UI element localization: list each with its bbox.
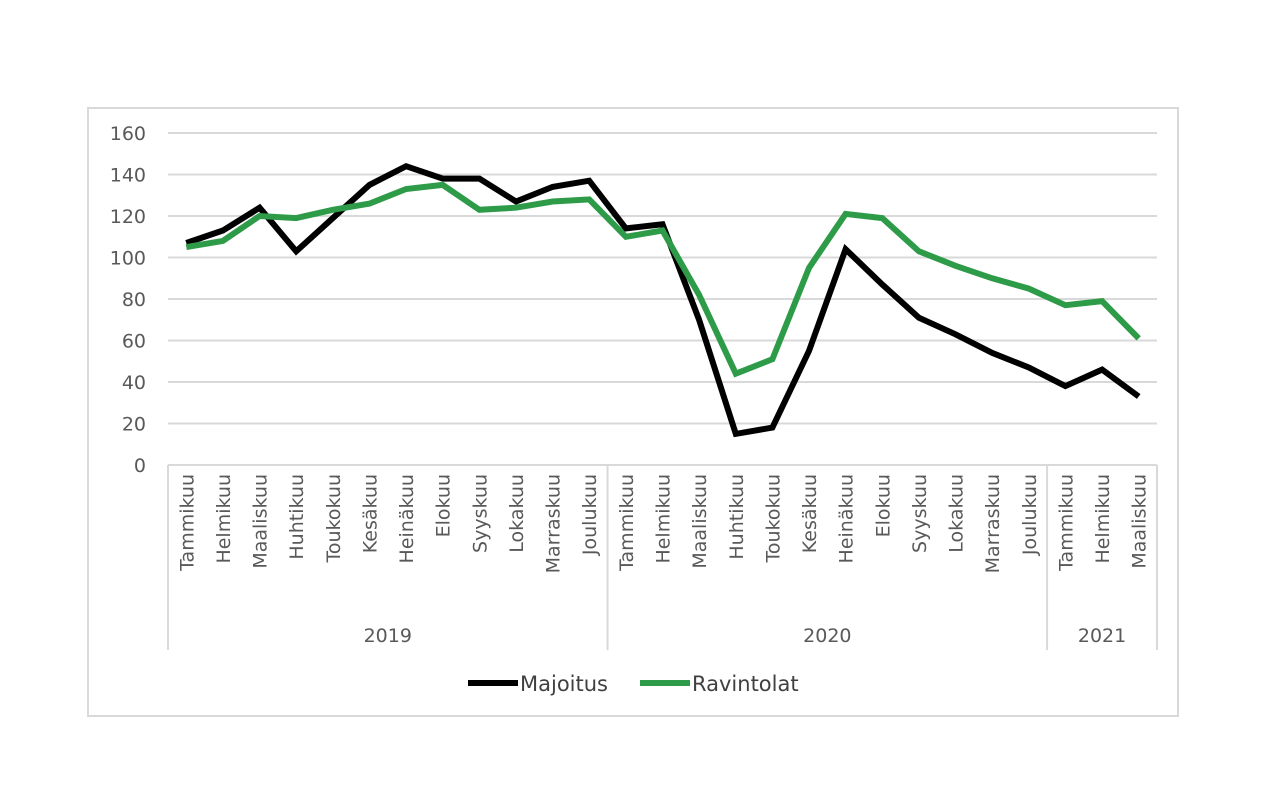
x-tick-label: Kesäkuu [799,474,821,553]
x-tick-label: Tammikuu [176,474,198,572]
series-lines [185,162,1141,438]
series-line-majoitus [185,162,1141,438]
x-tick-label: Elokuu [433,474,455,537]
x-tick-label: Elokuu [872,474,894,537]
chart-frame [87,107,1179,717]
year-label: 2019 [364,625,412,647]
y-tick-label: 100 [110,248,146,270]
x-tick-label: Joulukuu [579,474,601,556]
y-tick-label: 160 [110,123,146,145]
x-tick-label: Huhtikuu [726,474,748,560]
x-tick-label: Huhtikuu [286,474,308,560]
y-tick-label: 20 [122,414,146,436]
x-tick-label: Marraskuu [982,474,1004,573]
y-tick-label: 40 [122,372,146,394]
y-tick-label: 140 [110,165,146,187]
x-tick-label: Toukokuu [323,474,345,564]
x-tick-label: Lokakuu [946,474,968,553]
x-tick-label: Marraskuu [543,474,565,573]
x-tick-label: Helmikuu [1092,474,1114,564]
x-tick-label: Maaliskuu [689,474,711,569]
x-tick-label: Syyskuu [469,474,491,553]
y-tick-label: 120 [110,206,146,228]
x-tick-label: Lokakuu [506,474,528,553]
x-tick-label: Heinäkuu [836,474,858,563]
series-line-ravintolat [185,181,1141,378]
x-tick-label: Helmikuu [653,474,675,564]
y-tick-label: 60 [122,331,146,353]
year-label: 2020 [803,625,851,647]
legend-label: Ravintolat [692,672,799,696]
legend-label: Majoitus [520,672,608,696]
x-tick-label: Joulukuu [1019,474,1041,556]
x-tick-label: Kesäkuu [359,474,381,553]
y-tick-label: 80 [122,289,146,311]
x-tick-label: Maaliskuu [250,474,272,569]
x-tick-label: Helmikuu [213,474,235,564]
x-tick-label: Toukokuu [762,474,784,564]
x-tick-label: Tammikuu [616,474,638,572]
y-axis: 0 20 40 60 80 100 120 140 160 [110,123,146,477]
x-tick-label: Maaliskuu [1129,474,1151,569]
legend: Majoitus Ravintolat [468,672,799,696]
x-tick-label: Syyskuu [909,474,931,553]
gridlines [168,132,1157,466]
y-tick-label: 0 [134,455,146,477]
year-label: 2021 [1078,625,1126,647]
x-tick-label: Tammikuu [1055,474,1077,572]
x-tick-label: Heinäkuu [396,474,418,563]
x-axis: Tammikuu Helmikuu Maaliskuu Huhtikuu Toukoku… [167,465,1158,650]
